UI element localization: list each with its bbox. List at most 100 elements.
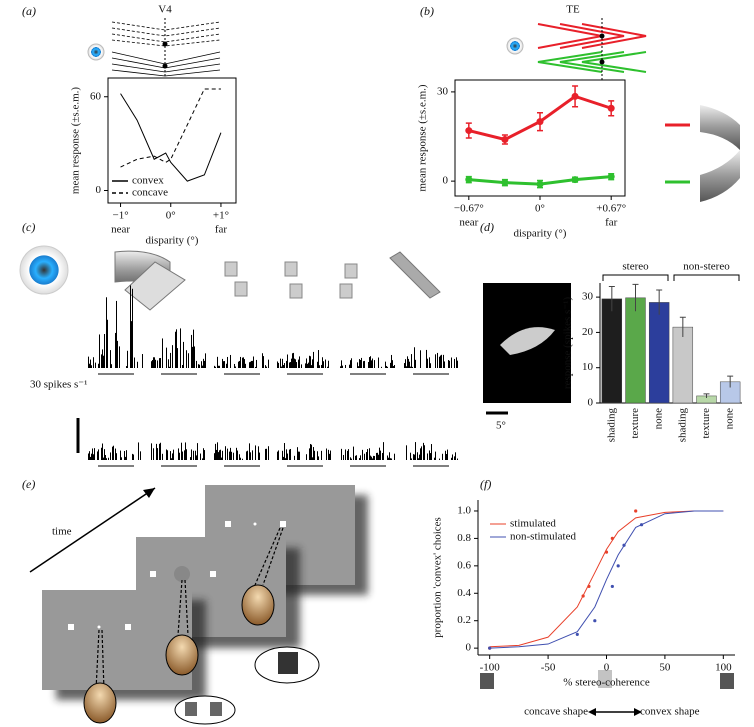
marker: [536, 118, 544, 126]
raster-bar: [223, 361, 224, 368]
raster-bar: [325, 359, 326, 368]
raster-bar: [415, 442, 416, 460]
raster-bar: [168, 359, 169, 368]
raster-bar: [415, 359, 416, 368]
raster-bar: [439, 458, 440, 460]
y-axis-label: mean response (±s.e.m.): [417, 84, 429, 191]
raster-bar: [252, 360, 253, 368]
raster-bar: [233, 452, 234, 460]
raster-bar: [113, 445, 114, 460]
raster-bar: [171, 458, 172, 460]
raster-bar: [242, 458, 243, 460]
x-axis-label: % stereo-coherence: [563, 677, 650, 689]
data-point: [488, 646, 492, 650]
raster-bar: [371, 456, 372, 460]
raster-bar: [447, 449, 448, 460]
raster-bar: [295, 359, 296, 368]
raster-bar: [424, 445, 425, 460]
x-tick-label: shading: [676, 408, 688, 443]
data-point: [634, 509, 638, 513]
raster-bar: [385, 361, 386, 368]
raster-bar: [443, 354, 444, 368]
y-tick-label: 0.6: [457, 559, 471, 571]
raster-bar: [430, 453, 431, 460]
raster-bar: [101, 447, 102, 460]
raster-bar: [126, 450, 127, 460]
x-tick-label: none: [724, 408, 736, 430]
raster-bar: [110, 452, 111, 460]
raster-bar: [142, 354, 143, 368]
y-axis-label: response (spikes s⁻¹): [562, 297, 574, 390]
raster-bar: [446, 453, 447, 460]
raster-bar: [284, 443, 285, 460]
raster-bar: [380, 450, 381, 460]
x-tick-label: 50: [659, 662, 671, 674]
raster-bar: [386, 365, 387, 368]
illustration-b: [506, 18, 740, 202]
error-bar: [679, 316, 686, 337]
raster-bar: [371, 360, 372, 368]
raster-bar: [312, 457, 313, 460]
raster-bar: [262, 353, 263, 368]
raster-bar: [153, 448, 154, 460]
raster-bar: [256, 359, 257, 368]
raster-bar: [237, 450, 238, 460]
illustration-a: [87, 18, 221, 78]
raster-bar: [423, 442, 424, 460]
raster-bar: [169, 366, 170, 368]
plot-frame: [107, 77, 237, 204]
y-tick-label: 30: [437, 85, 449, 97]
bar: [648, 302, 670, 404]
raster-bar: [394, 453, 395, 460]
raster-bar: [268, 359, 269, 368]
raster-bar: [360, 359, 361, 368]
raster-bar: [125, 456, 126, 460]
x-tick-label: +0.67°: [596, 203, 626, 215]
raster-bar: [224, 361, 225, 368]
raster-bar: [298, 359, 299, 368]
raster-bar: [404, 363, 405, 368]
raster-bar: [278, 450, 279, 460]
raster-bar: [363, 361, 364, 368]
data-point: [622, 543, 626, 547]
raster-bar: [412, 366, 413, 368]
raster-bar: [362, 449, 363, 460]
raster-bar: [282, 358, 283, 368]
raster-bar: [370, 455, 371, 460]
x-tick-label: 100: [715, 662, 732, 674]
annotation: concave shape: [524, 706, 588, 718]
raster-bar: [308, 362, 309, 368]
raster-bar: [186, 350, 187, 368]
raster-bar: [98, 363, 99, 368]
line: [120, 88, 221, 168]
raster-bar: [321, 450, 322, 460]
raster-bar: [159, 443, 160, 460]
raster-bar: [421, 446, 422, 460]
raster-bar: [305, 363, 306, 368]
raster-bar: [112, 446, 113, 460]
raster-bar: [427, 453, 428, 460]
annotation: convex shape: [640, 706, 700, 718]
raster-bar: [245, 363, 246, 368]
raster-bar: [110, 350, 111, 368]
raster-bar: [259, 452, 260, 460]
annotation: far: [605, 217, 618, 229]
raster-bar: [242, 357, 243, 368]
raster-bar: [414, 454, 415, 460]
raster-bar: [222, 358, 223, 368]
raster-bar: [258, 446, 259, 460]
raster-bar: [309, 355, 310, 368]
raster-bar: [342, 365, 343, 368]
marker: [571, 92, 579, 100]
raster-bar: [191, 334, 192, 368]
x-tick-label: −1°: [112, 210, 128, 222]
raster-bar: [200, 453, 201, 460]
raster-bar: [452, 454, 453, 460]
raster-bar: [255, 366, 256, 368]
raster-bar: [368, 361, 369, 368]
raster-bar: [127, 350, 128, 368]
raster-bar: [230, 447, 231, 460]
raster-bar: [290, 362, 291, 368]
raster-bar: [89, 451, 90, 460]
